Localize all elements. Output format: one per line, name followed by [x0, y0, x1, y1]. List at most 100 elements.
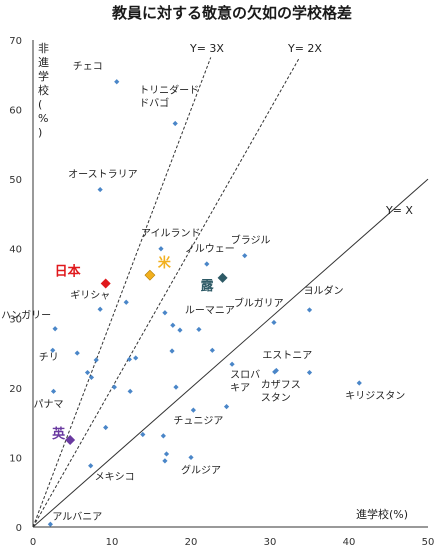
data-point	[242, 253, 248, 259]
data-point	[52, 326, 58, 332]
highlighted-point	[217, 272, 228, 283]
data-point	[188, 454, 194, 461]
reference-line-label: Y= 2X	[287, 42, 322, 55]
point-label: キリジスタン	[345, 390, 405, 402]
data-point	[177, 327, 183, 333]
point-label: オーストラリア	[68, 169, 137, 181]
data-point	[111, 384, 117, 390]
data-point	[126, 356, 132, 362]
point-label: ノルウェー	[185, 243, 235, 255]
point-label: チュニジア	[173, 415, 223, 427]
point-label: メキシコ	[95, 472, 135, 483]
point-label: エストニア	[262, 350, 312, 361]
data-point	[74, 350, 80, 356]
highlighted-points: 日本 米露英	[51, 255, 228, 446]
data-point	[103, 424, 109, 431]
point-label: ブルガリア	[234, 296, 284, 309]
y-tick-label: 60	[9, 106, 22, 117]
data-point	[356, 380, 362, 386]
data-point	[88, 463, 94, 469]
data-point	[140, 431, 146, 438]
data-point	[173, 384, 179, 390]
data-point	[97, 186, 103, 193]
data-point	[50, 388, 57, 394]
x-tick-label: 10	[106, 537, 119, 548]
y-tick-label: 40	[9, 245, 22, 256]
point-label: チェコ	[73, 61, 103, 73]
data-point	[196, 326, 202, 333]
data-point	[84, 369, 91, 376]
point-label: グルジア	[181, 463, 221, 476]
point-label: パナマ	[34, 398, 64, 410]
x-tick-label: 40	[343, 537, 356, 548]
data-point	[88, 374, 95, 381]
data-point	[190, 407, 196, 413]
axes	[32, 40, 428, 528]
data-point	[306, 307, 313, 313]
point-label: アルバニア	[52, 511, 102, 523]
x-tick-label: 30	[264, 537, 277, 548]
y-tick-label: 30	[9, 314, 22, 325]
highlighted-point	[144, 269, 156, 281]
x-tick-label: 0	[30, 537, 36, 548]
data-point	[162, 458, 168, 464]
data-point	[306, 369, 313, 376]
point-label: スロバキア	[230, 369, 260, 394]
point-label: ブラジル	[231, 234, 271, 247]
point-label: ハンガリー	[1, 310, 51, 322]
reference-lines: Y= 3X Y= 2X Y= X	[32, 42, 429, 528]
data-point	[223, 404, 230, 410]
highlighted-point-label: 日本	[55, 264, 81, 280]
y-tick-label: 50	[9, 175, 22, 186]
data-point	[123, 299, 129, 305]
data-point	[229, 361, 235, 367]
y-tick-label: 0	[16, 523, 22, 534]
x-tick-label: 50	[422, 537, 435, 548]
point-label: トリニダードドバゴ	[139, 83, 199, 109]
y-tick-labels: 0 10 20 30 40 50 60 70	[9, 36, 22, 534]
data-point	[93, 357, 99, 363]
data-point	[158, 246, 164, 252]
data-point	[50, 347, 56, 353]
data-point	[272, 369, 278, 375]
highlighted-point-label: 米	[158, 255, 172, 271]
point-label: カザフススタン	[261, 379, 301, 404]
data-point	[47, 521, 53, 527]
point-label: ヨルダン	[304, 284, 344, 297]
data-point	[172, 120, 178, 127]
highlighted-point-label: 露	[201, 279, 215, 294]
chart-title: 教員に対する敬意の欠如の学校格差	[111, 4, 352, 22]
reference-line-label: Y= X	[385, 204, 413, 217]
point-label: ギリシャ	[70, 289, 110, 301]
y-tick-label: 20	[9, 384, 22, 395]
x-tick-label: 20	[185, 537, 198, 548]
y-axis-label: 非進学校(%)	[38, 42, 49, 139]
data-point	[170, 322, 176, 328]
data-point	[160, 433, 166, 439]
y-tick-label: 10	[9, 453, 22, 464]
point-label: チリ	[39, 351, 59, 363]
y-tick-label: 70	[9, 36, 22, 47]
x-axis-label: 進学校(%)	[356, 507, 408, 521]
data-point	[209, 347, 215, 353]
data-point	[163, 451, 170, 457]
data-point	[271, 319, 277, 326]
reference-line	[32, 178, 429, 528]
data-point	[169, 348, 175, 354]
reference-line	[32, 57, 212, 528]
x-tick-labels: 0 10 20 30 40 50	[30, 537, 435, 548]
data-points: チェコトリニダードドバゴオーストラリアアイルランドノルウェーブラジルギリシャハン…	[1, 61, 405, 527]
data-point	[133, 355, 139, 361]
data-point	[127, 388, 133, 394]
data-point	[97, 306, 103, 312]
data-point	[204, 261, 210, 267]
point-label: アイルランド	[141, 228, 201, 240]
point-label: ルーマニア	[185, 305, 235, 316]
highlighted-point-label: 英	[51, 426, 66, 442]
highlighted-point	[100, 278, 111, 289]
highlighted-point	[65, 435, 76, 446]
data-point	[114, 79, 120, 85]
reference-line-label: Y= 3X	[189, 42, 224, 55]
data-point	[162, 310, 168, 316]
